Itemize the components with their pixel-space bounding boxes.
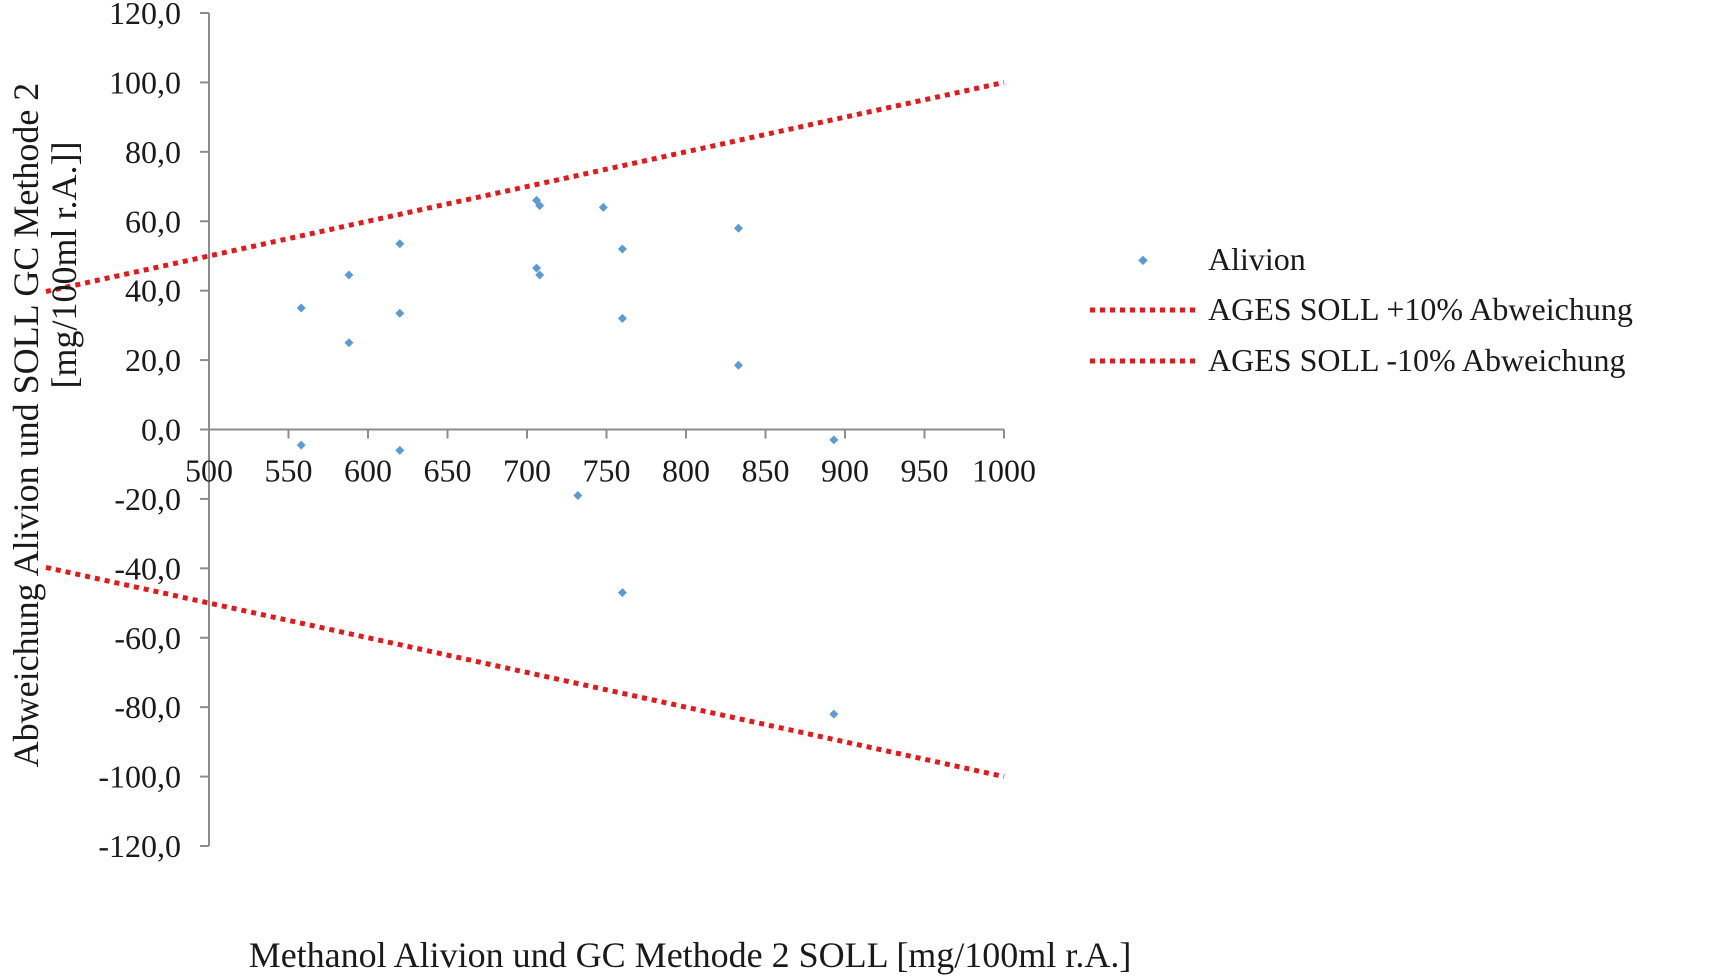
reference-lines <box>45 79 1005 780</box>
data-point <box>733 223 743 233</box>
data-point <box>395 445 405 455</box>
y-axis-ticks: 120,0 100,0 80,0 60,0 40,0 20,0 0,0 -20,0 -40,0 -… <box>98 0 209 864</box>
x-tick-label: 800 <box>662 453 710 489</box>
y-tick-label: 120,0 <box>109 0 181 31</box>
y-axis-title-line-1: Abweichung Alivion und SOLL GC Methode 2 <box>6 83 46 768</box>
data-point <box>598 202 608 212</box>
y-tick-label: 40,0 <box>125 273 181 309</box>
data-point <box>573 490 583 500</box>
y-tick-label: -60,0 <box>114 620 181 656</box>
data-point <box>617 588 627 598</box>
x-tick-label: 650 <box>424 453 472 489</box>
legend-entry-minus-10: AGES SOLL -10% Abweichung <box>1090 342 1625 378</box>
data-point <box>535 201 545 211</box>
data-point <box>344 338 354 348</box>
legend: Alivion AGES SOLL +10% Abweichung AGES S… <box>1090 241 1633 378</box>
data-point <box>535 270 545 280</box>
legend-entry-alivion: Alivion <box>1138 241 1306 277</box>
minus-10-percent-line <box>45 565 1005 780</box>
data-points <box>296 195 839 719</box>
y-tick-label: 0,0 <box>141 412 181 448</box>
data-point <box>296 440 306 450</box>
data-point <box>829 435 839 445</box>
legend-label-minus-10: AGES SOLL -10% Abweichung <box>1208 342 1625 378</box>
plus-10-percent-line <box>45 79 1005 294</box>
x-tick-label: 600 <box>344 453 392 489</box>
data-point <box>829 709 839 719</box>
legend-label-plus-10: AGES SOLL +10% Abweichung <box>1208 291 1633 327</box>
x-tick-label: 850 <box>742 453 790 489</box>
data-point <box>733 360 743 370</box>
data-point <box>617 244 627 254</box>
y-tick-label: 100,0 <box>109 64 181 100</box>
legend-entry-plus-10: AGES SOLL +10% Abweichung <box>1090 291 1633 327</box>
x-axis-ticks: 500 550 600 650 700 750 800 850 900 950 1000 <box>185 429 1036 489</box>
x-tick-label: 1000 <box>972 453 1036 489</box>
data-point <box>395 239 405 249</box>
x-tick-label: 950 <box>901 453 949 489</box>
y-tick-label: -40,0 <box>114 550 181 586</box>
y-axis-title: Abweichung Alivion und SOLL GC Methode 2… <box>6 83 84 768</box>
data-point <box>532 263 542 273</box>
y-tick-label: 60,0 <box>125 203 181 239</box>
x-tick-label: 500 <box>185 453 233 489</box>
x-tick-label: 550 <box>265 453 313 489</box>
y-tick-label: 80,0 <box>125 134 181 170</box>
y-tick-label: 20,0 <box>125 342 181 378</box>
y-tick-label: -80,0 <box>114 689 181 725</box>
data-point <box>617 313 627 323</box>
x-tick-label: 900 <box>821 453 869 489</box>
x-tick-label: 750 <box>583 453 631 489</box>
data-point <box>395 308 405 318</box>
x-tick-label: 700 <box>503 453 551 489</box>
x-axis-title: Methanol Alivion und GC Methode 2 SOLL [… <box>249 935 1132 975</box>
legend-label-alivion: Alivion <box>1208 241 1306 277</box>
axes: 120,0 100,0 80,0 60,0 40,0 20,0 0,0 -20,0 -40,0 -… <box>98 0 1036 864</box>
y-tick-label: -100,0 <box>98 759 181 795</box>
data-point <box>296 303 306 313</box>
data-point <box>344 270 354 280</box>
y-tick-label: -120,0 <box>98 828 181 864</box>
legend-marker-alivion <box>1138 255 1148 266</box>
y-tick-label: -20,0 <box>114 481 181 517</box>
y-axis-title-line-2: [mg/100ml r.A.]] <box>44 142 84 389</box>
